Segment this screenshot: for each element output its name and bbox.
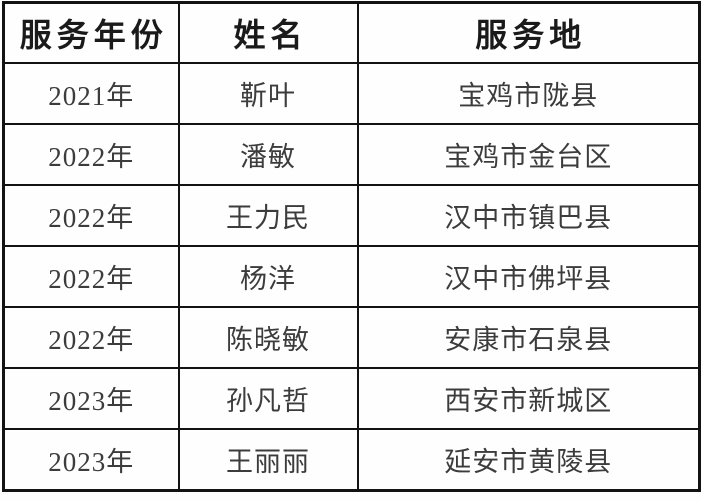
table-row: 2022年 王力民 汉中市镇巴县 — [2, 184, 701, 247]
cell-name: 王丽丽 — [177, 428, 359, 492]
cell-name: 孙凡哲 — [177, 367, 359, 430]
cell-name: 王力民 — [177, 184, 359, 247]
header-row: 服务年份 姓名 服务地 — [2, 1, 701, 64]
cell-name: 陈晓敏 — [177, 306, 359, 369]
cell-name: 杨洋 — [177, 245, 359, 308]
cell-year: 2023年 — [2, 428, 180, 492]
cell-year: 2022年 — [2, 245, 180, 308]
column-header-location: 服务地 — [356, 1, 701, 64]
table-header: 服务年份 姓名 服务地 — [2, 1, 701, 64]
cell-year: 2022年 — [2, 306, 180, 369]
cell-location: 西安市新城区 — [356, 367, 701, 430]
cell-location: 宝鸡市陇县 — [356, 62, 701, 125]
cell-year: 2021年 — [2, 62, 180, 125]
table-row: 2022年 陈晓敏 安康市石泉县 — [2, 306, 701, 369]
column-header-name: 姓名 — [177, 1, 359, 64]
service-table: 服务年份 姓名 服务地 2021年 靳叶 宝鸡市陇县 2022年 潘敏 宝鸡市金台区 2022年… — [2, 1, 701, 492]
cell-year: 2023年 — [2, 367, 180, 430]
cell-year: 2022年 — [2, 184, 180, 247]
table-row: 2023年 王丽丽 延安市黄陵县 — [2, 428, 701, 492]
table-row: 2022年 潘敏 宝鸡市金台区 — [2, 123, 701, 186]
table-row: 2021年 靳叶 宝鸡市陇县 — [2, 62, 701, 125]
table-body: 2021年 靳叶 宝鸡市陇县 2022年 潘敏 宝鸡市金台区 2022年 王力民 汉中市镇巴县 2… — [2, 62, 701, 492]
cell-name: 潘敏 — [177, 123, 359, 186]
cell-name: 靳叶 — [177, 62, 359, 125]
cell-location: 宝鸡市金台区 — [356, 123, 701, 186]
table-row: 2022年 杨洋 汉中市佛坪县 — [2, 245, 701, 308]
cell-year: 2022年 — [2, 123, 180, 186]
table-row: 2023年 孙凡哲 西安市新城区 — [2, 367, 701, 430]
cell-location: 汉中市镇巴县 — [356, 184, 701, 247]
cell-location: 汉中市佛坪县 — [356, 245, 701, 308]
cell-location: 安康市石泉县 — [356, 306, 701, 369]
column-header-year: 服务年份 — [2, 1, 180, 64]
cell-location: 延安市黄陵县 — [356, 428, 701, 492]
